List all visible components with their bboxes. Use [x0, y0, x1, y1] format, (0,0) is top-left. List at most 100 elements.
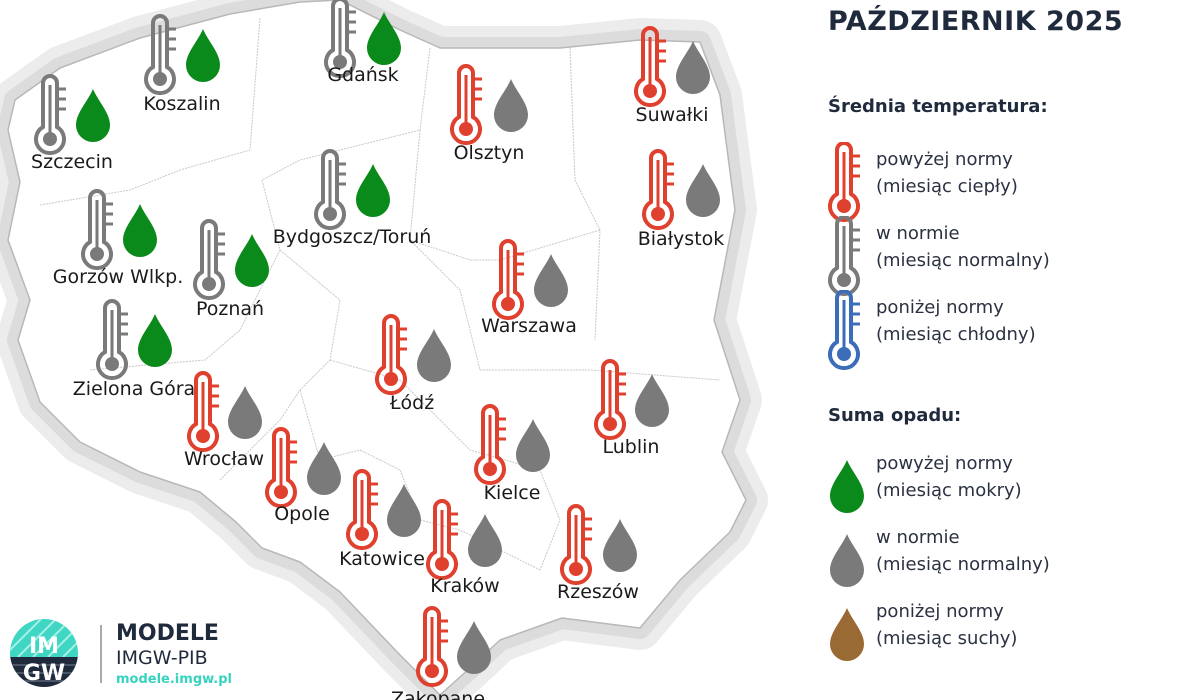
city-markers: Gdańsk Koszalin Szczecin Olsztyn [31, 0, 724, 700]
thermometer-icon [828, 216, 860, 297]
legend-item: poniżej normy (miesiąc chłodny) [828, 290, 1188, 371]
city-marker[interactable]: Zielona Góra [73, 299, 195, 400]
drop-icon [367, 12, 401, 65]
thermometer-icon [416, 606, 448, 688]
drop-icon [676, 41, 710, 94]
map-title: PAŹDZIERNIK 2025 [828, 6, 1124, 37]
legend-label: powyżej normy [876, 453, 1013, 474]
thermometer-icon [560, 504, 592, 586]
legend-label: w normie [876, 527, 960, 548]
drop-icon [123, 204, 157, 257]
svg-text:IM: IM [29, 634, 59, 659]
legend-sublabel: (miesiąc ciepły) [876, 176, 1018, 197]
city-label: Katowice [339, 548, 425, 570]
legend-label: poniżej normy [876, 297, 1004, 318]
city-label: Łódź [389, 392, 434, 414]
thermometer-icon [828, 290, 860, 371]
drop-icon [138, 314, 172, 367]
city-label: Opole [274, 503, 330, 525]
city-marker[interactable]: Wrocław [184, 371, 264, 470]
drop-icon [516, 419, 550, 472]
city-label: Gdańsk [327, 64, 398, 86]
imgw-emblem-icon: IM GW [10, 619, 78, 687]
thermometer-icon [96, 299, 128, 381]
thermometer-icon [492, 239, 524, 321]
legend-item: powyżej normy (miesiąc mokry) [828, 446, 1188, 513]
city-label: Kraków [430, 575, 499, 597]
temp-legend-heading: Średnia temperatura: [828, 96, 1048, 117]
thermometer-icon [324, 0, 356, 79]
drop-icon [228, 386, 262, 439]
legend-sublabel: (miesiąc normalny) [876, 250, 1050, 271]
drop-icon [830, 608, 864, 661]
city-marker[interactable]: Rzeszów [557, 504, 639, 603]
city-label: Olsztyn [454, 142, 525, 164]
drop-icon [534, 254, 568, 307]
drop-icon [468, 514, 502, 567]
thermometer-icon [265, 427, 297, 509]
drop-icon [76, 89, 110, 142]
city-label: Koszalin [143, 93, 220, 115]
legend-sublabel: (miesiąc mokry) [876, 480, 1022, 501]
thermometer-icon [450, 64, 482, 146]
legend-label: powyżej normy [876, 149, 1013, 170]
city-label: Zakopane [391, 688, 485, 700]
drop-icon [307, 442, 341, 495]
city-marker[interactable]: Gdańsk [324, 0, 401, 86]
logo-name: MODELE [116, 621, 219, 646]
city-marker[interactable]: Olsztyn [450, 64, 528, 164]
thermometer-icon [375, 314, 407, 396]
logo-org: IMGW-PIB [116, 647, 208, 669]
imgw-logo[interactable]: IM GW MODELE IMGW-PIB modele.imgw.pl [8, 617, 268, 693]
drop-green-icon [830, 460, 864, 513]
city-marker[interactable]: Łódź [375, 314, 451, 414]
thermometer-gray-icon [828, 216, 860, 297]
drop-icon [235, 234, 269, 287]
thermometer-icon [346, 469, 378, 551]
legend-label: poniżej normy [876, 601, 1004, 622]
thermometer-icon [474, 404, 506, 486]
thermometer-icon [634, 26, 666, 108]
city-marker[interactable]: Suwałki [634, 26, 710, 126]
thermometer-icon [642, 149, 674, 231]
drop-icon [387, 484, 421, 537]
city-marker[interactable]: Kielce [474, 404, 550, 504]
city-label: Zielona Góra [73, 378, 195, 400]
city-label: Poznań [196, 298, 264, 320]
legend-item: powyżej normy (miesiąc ciepły) [828, 142, 1188, 223]
city-marker[interactable]: Opole [265, 427, 341, 525]
logo-url[interactable]: modele.imgw.pl [116, 672, 232, 687]
city-marker[interactable]: Koszalin [143, 14, 221, 115]
thermometer-icon [426, 499, 458, 581]
city-marker[interactable]: Lublin [594, 359, 669, 458]
city-label: Szczecin [31, 151, 113, 173]
legend-item: poniżej normy (miesiąc suchy) [828, 594, 1188, 661]
precip-legend-heading: Suma opadu: [828, 405, 962, 426]
city-label: Rzeszów [557, 581, 639, 603]
city-label: Warszawa [481, 315, 577, 337]
drop-gray-icon [830, 534, 864, 587]
city-marker[interactable]: Gorzów Wlkp. [53, 189, 184, 288]
city-marker[interactable]: Kraków [426, 499, 502, 597]
city-marker[interactable]: Warszawa [481, 239, 577, 337]
drop-icon [356, 164, 390, 217]
city-label: Bydgoszcz/Toruń [273, 226, 432, 248]
city-marker[interactable]: Szczecin [31, 74, 113, 173]
city-marker[interactable]: Zakopane [391, 606, 491, 700]
city-marker[interactable]: Bydgoszcz/Toruń [273, 149, 432, 248]
city-marker[interactable]: Poznań [193, 219, 269, 320]
thermometer-icon [81, 189, 113, 271]
legend-label: w normie [876, 223, 960, 244]
thermometer-icon [144, 14, 176, 96]
city-label: Gorzów Wlkp. [53, 266, 184, 288]
thermometer-icon [187, 371, 219, 453]
thermometer-icon [193, 219, 225, 301]
city-label: Suwałki [636, 104, 709, 126]
drop-icon [830, 534, 864, 587]
city-label: Lublin [603, 436, 660, 458]
city-marker[interactable]: Białystok [638, 149, 725, 250]
drop-icon [186, 29, 220, 82]
city-marker[interactable]: Katowice [339, 469, 425, 570]
city-label: Wrocław [184, 448, 264, 470]
thermometer-icon [34, 74, 66, 156]
